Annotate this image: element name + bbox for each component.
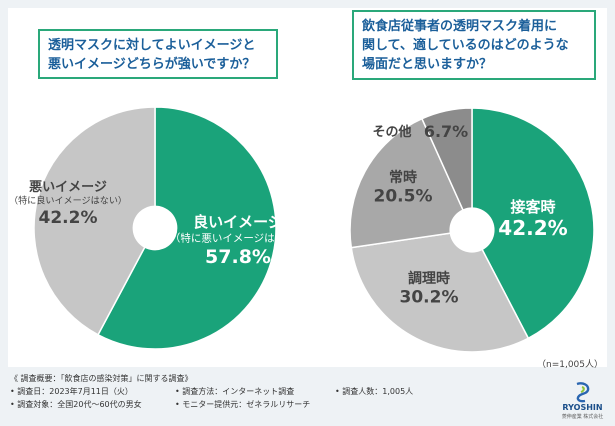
question-1-box: 透明マスクに対してよいイメージと 悪いイメージどちらが強いですか？ — [38, 29, 278, 79]
chart2-slice-3-value: 6.7% — [424, 122, 468, 141]
ryoshin-logo: RYOSHIN 菱伸産業 株式会社 — [555, 381, 610, 421]
question-2-line-1: 飲食店従事者の透明マスク着用に — [362, 19, 558, 34]
chart1-slice-0-value: 57.8% — [205, 246, 271, 268]
question-1-line-1: 透明マスクに対してよいイメージと — [48, 38, 256, 53]
chart1-slice-1-sublabel: （特に良いイメージはない） — [9, 194, 127, 206]
survey-target: • 調査対象：全国20代～60代の男女 — [10, 400, 142, 409]
survey-footer: 《 調査概要：「飲食店の感染対策」に関する調査》 • 調査日：2023年7月11… — [0, 369, 615, 426]
survey-date: • 調査日：2023年7月11日（火） — [10, 387, 133, 396]
chart2-slice-0 — [471, 107, 595, 340]
chart2-slice-0-value: 42.2% — [498, 216, 567, 240]
survey-count: • 調査人数：1,005人 — [335, 387, 414, 396]
question-2-line-2: 関して、適しているのはどのような — [362, 38, 569, 53]
chart2-slice-3 — [420, 107, 473, 231]
chart2-slice-2-label: 常時 — [389, 169, 417, 186]
question-2-line-3: 場面だと思いますか？ — [362, 57, 493, 72]
chart2-slice-2-value: 20.5% — [374, 187, 433, 207]
chart1-slice-1-value: 42.2% — [39, 208, 98, 228]
chart1-slice-0 — [97, 106, 277, 350]
chart1-slice-1 — [33, 106, 156, 336]
sample-size-label: （n=1,005人） — [536, 360, 603, 370]
chart1-center-hole — [132, 205, 178, 251]
chart2-slice-1-value: 30.2% — [400, 288, 459, 308]
chart1-slice-0-label: 良いイメージ — [193, 213, 283, 231]
chart2-slice-0-label: 接客時 — [510, 198, 555, 216]
logo-sub: 菱伸産業 株式会社 — [561, 414, 604, 420]
survey-summary: 《 調査概要：「飲食店の感染対策」に関する調査》 — [10, 374, 193, 383]
chart2-slice-3-label: その他 — [372, 124, 411, 140]
ryoshin-logo-mark-icon — [576, 382, 590, 403]
chart1-slice-0-sublabel: （特に悪いイメージはない） — [170, 232, 306, 244]
question-1-line-2: 悪いイメージどちらが強いですか？ — [48, 57, 256, 72]
question-2-box: 飲食店従事者の透明マスク着用に 関して、適しているのはどのような 場面だと思いま… — [352, 10, 596, 80]
chart2-center-hole — [449, 207, 495, 253]
survey-method: • 調査方法：インターネット調査 — [175, 387, 295, 396]
chart1-slice-1-label: 悪いイメージ — [29, 180, 107, 195]
chart2-slice-2 — [349, 117, 474, 249]
logo-name: RYOSHIN — [562, 403, 603, 412]
chart2-slice-1 — [350, 229, 530, 353]
chart2-slice-1-label: 調理時 — [408, 270, 450, 287]
survey-provider: • モニター提供元：ゼネラルリサーチ — [175, 400, 311, 409]
